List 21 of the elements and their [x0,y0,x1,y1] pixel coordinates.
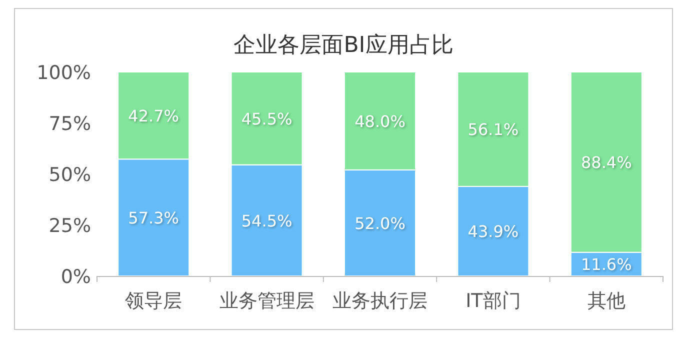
data-label: 11.6% [580,255,632,274]
data-label: 54.5% [241,211,292,230]
chart-title: 企业各层面BI应用占比 [234,33,454,58]
x-tick-label: 领导层 [125,290,182,312]
data-label: 88.4% [580,153,632,172]
y-tick-label: 100% [36,62,91,84]
data-label: 43.9% [468,222,519,242]
data-label: 52.0% [354,214,406,233]
data-label: 56.1% [468,120,519,140]
y-tick-label: 25% [48,215,91,237]
y-tick-label: 0% [60,266,91,288]
x-tick-label: IT部门 [466,290,521,312]
data-label: 48.0% [354,112,406,131]
x-tick-label: 其他 [587,290,626,312]
y-tick-label: 75% [48,113,91,135]
y-tick-label: 50% [48,164,91,186]
x-tick-label: 业务执行层 [332,290,428,312]
x-tick-label: 业务管理层 [219,290,314,312]
data-label: 45.5% [241,109,292,128]
data-label: 42.7% [128,106,180,126]
data-label: 57.3% [128,208,180,228]
